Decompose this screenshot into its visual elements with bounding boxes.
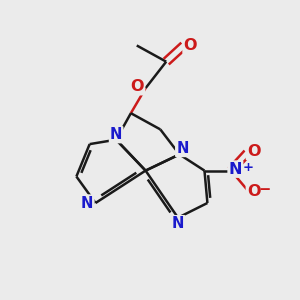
Text: O: O: [247, 144, 260, 159]
Text: O: O: [130, 79, 144, 94]
Text: N: N: [229, 162, 242, 177]
Text: O: O: [247, 184, 260, 199]
Text: N: N: [176, 141, 189, 156]
Text: N: N: [81, 196, 94, 211]
Text: +: +: [243, 160, 254, 174]
Text: −: −: [259, 182, 271, 197]
Text: N: N: [110, 127, 122, 142]
Text: O: O: [184, 38, 197, 53]
Text: N: N: [172, 216, 184, 231]
